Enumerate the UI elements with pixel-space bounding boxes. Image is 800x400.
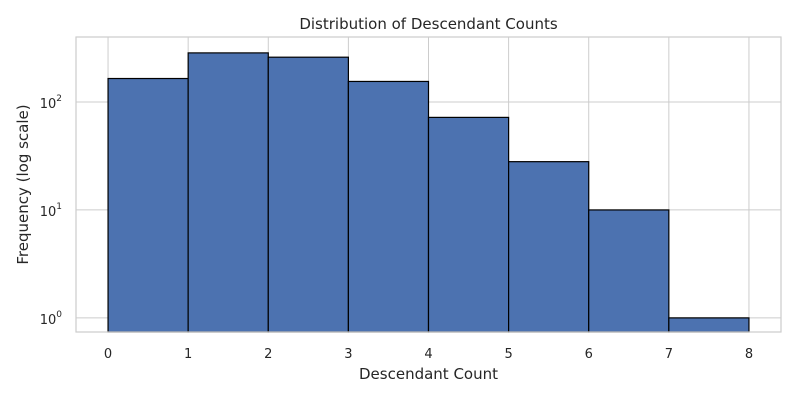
y-axis-label: Frequency (log scale) [14, 104, 32, 264]
histogram-bar [588, 209, 670, 333]
histogram-bar [347, 80, 430, 333]
x-tick-label: 0 [104, 347, 112, 362]
y-tick-label: 102 [40, 94, 62, 112]
x-tick-label: 7 [665, 347, 673, 362]
y-tick-label: 100 [40, 310, 63, 328]
x-tick-label: 2 [264, 347, 272, 362]
x-tick-label: 4 [424, 347, 432, 362]
histogram-bars [107, 52, 750, 333]
x-tick-label: 5 [504, 347, 512, 362]
histogram-bar [668, 317, 750, 333]
histogram-bar [267, 56, 349, 333]
chart-title: Distribution of Descendant Counts [299, 15, 557, 33]
x-tick-label: 1 [184, 347, 192, 362]
histogram-bar [107, 77, 189, 333]
histogram-bar [508, 161, 590, 333]
y-tick-labels: 100 101 102 [40, 94, 63, 328]
histogram-bar [427, 116, 510, 333]
y-tick-label: 101 [40, 202, 62, 220]
x-tick-label: 8 [745, 347, 753, 362]
histogram-bar [187, 52, 269, 333]
x-tick-label: 3 [344, 347, 352, 362]
x-axis-label: Descendant Count [359, 365, 498, 383]
x-tick-label: 6 [585, 347, 593, 362]
x-tick-labels: 0 1 2 3 4 5 6 7 8 [104, 347, 753, 362]
plot-frame [75, 36, 782, 333]
